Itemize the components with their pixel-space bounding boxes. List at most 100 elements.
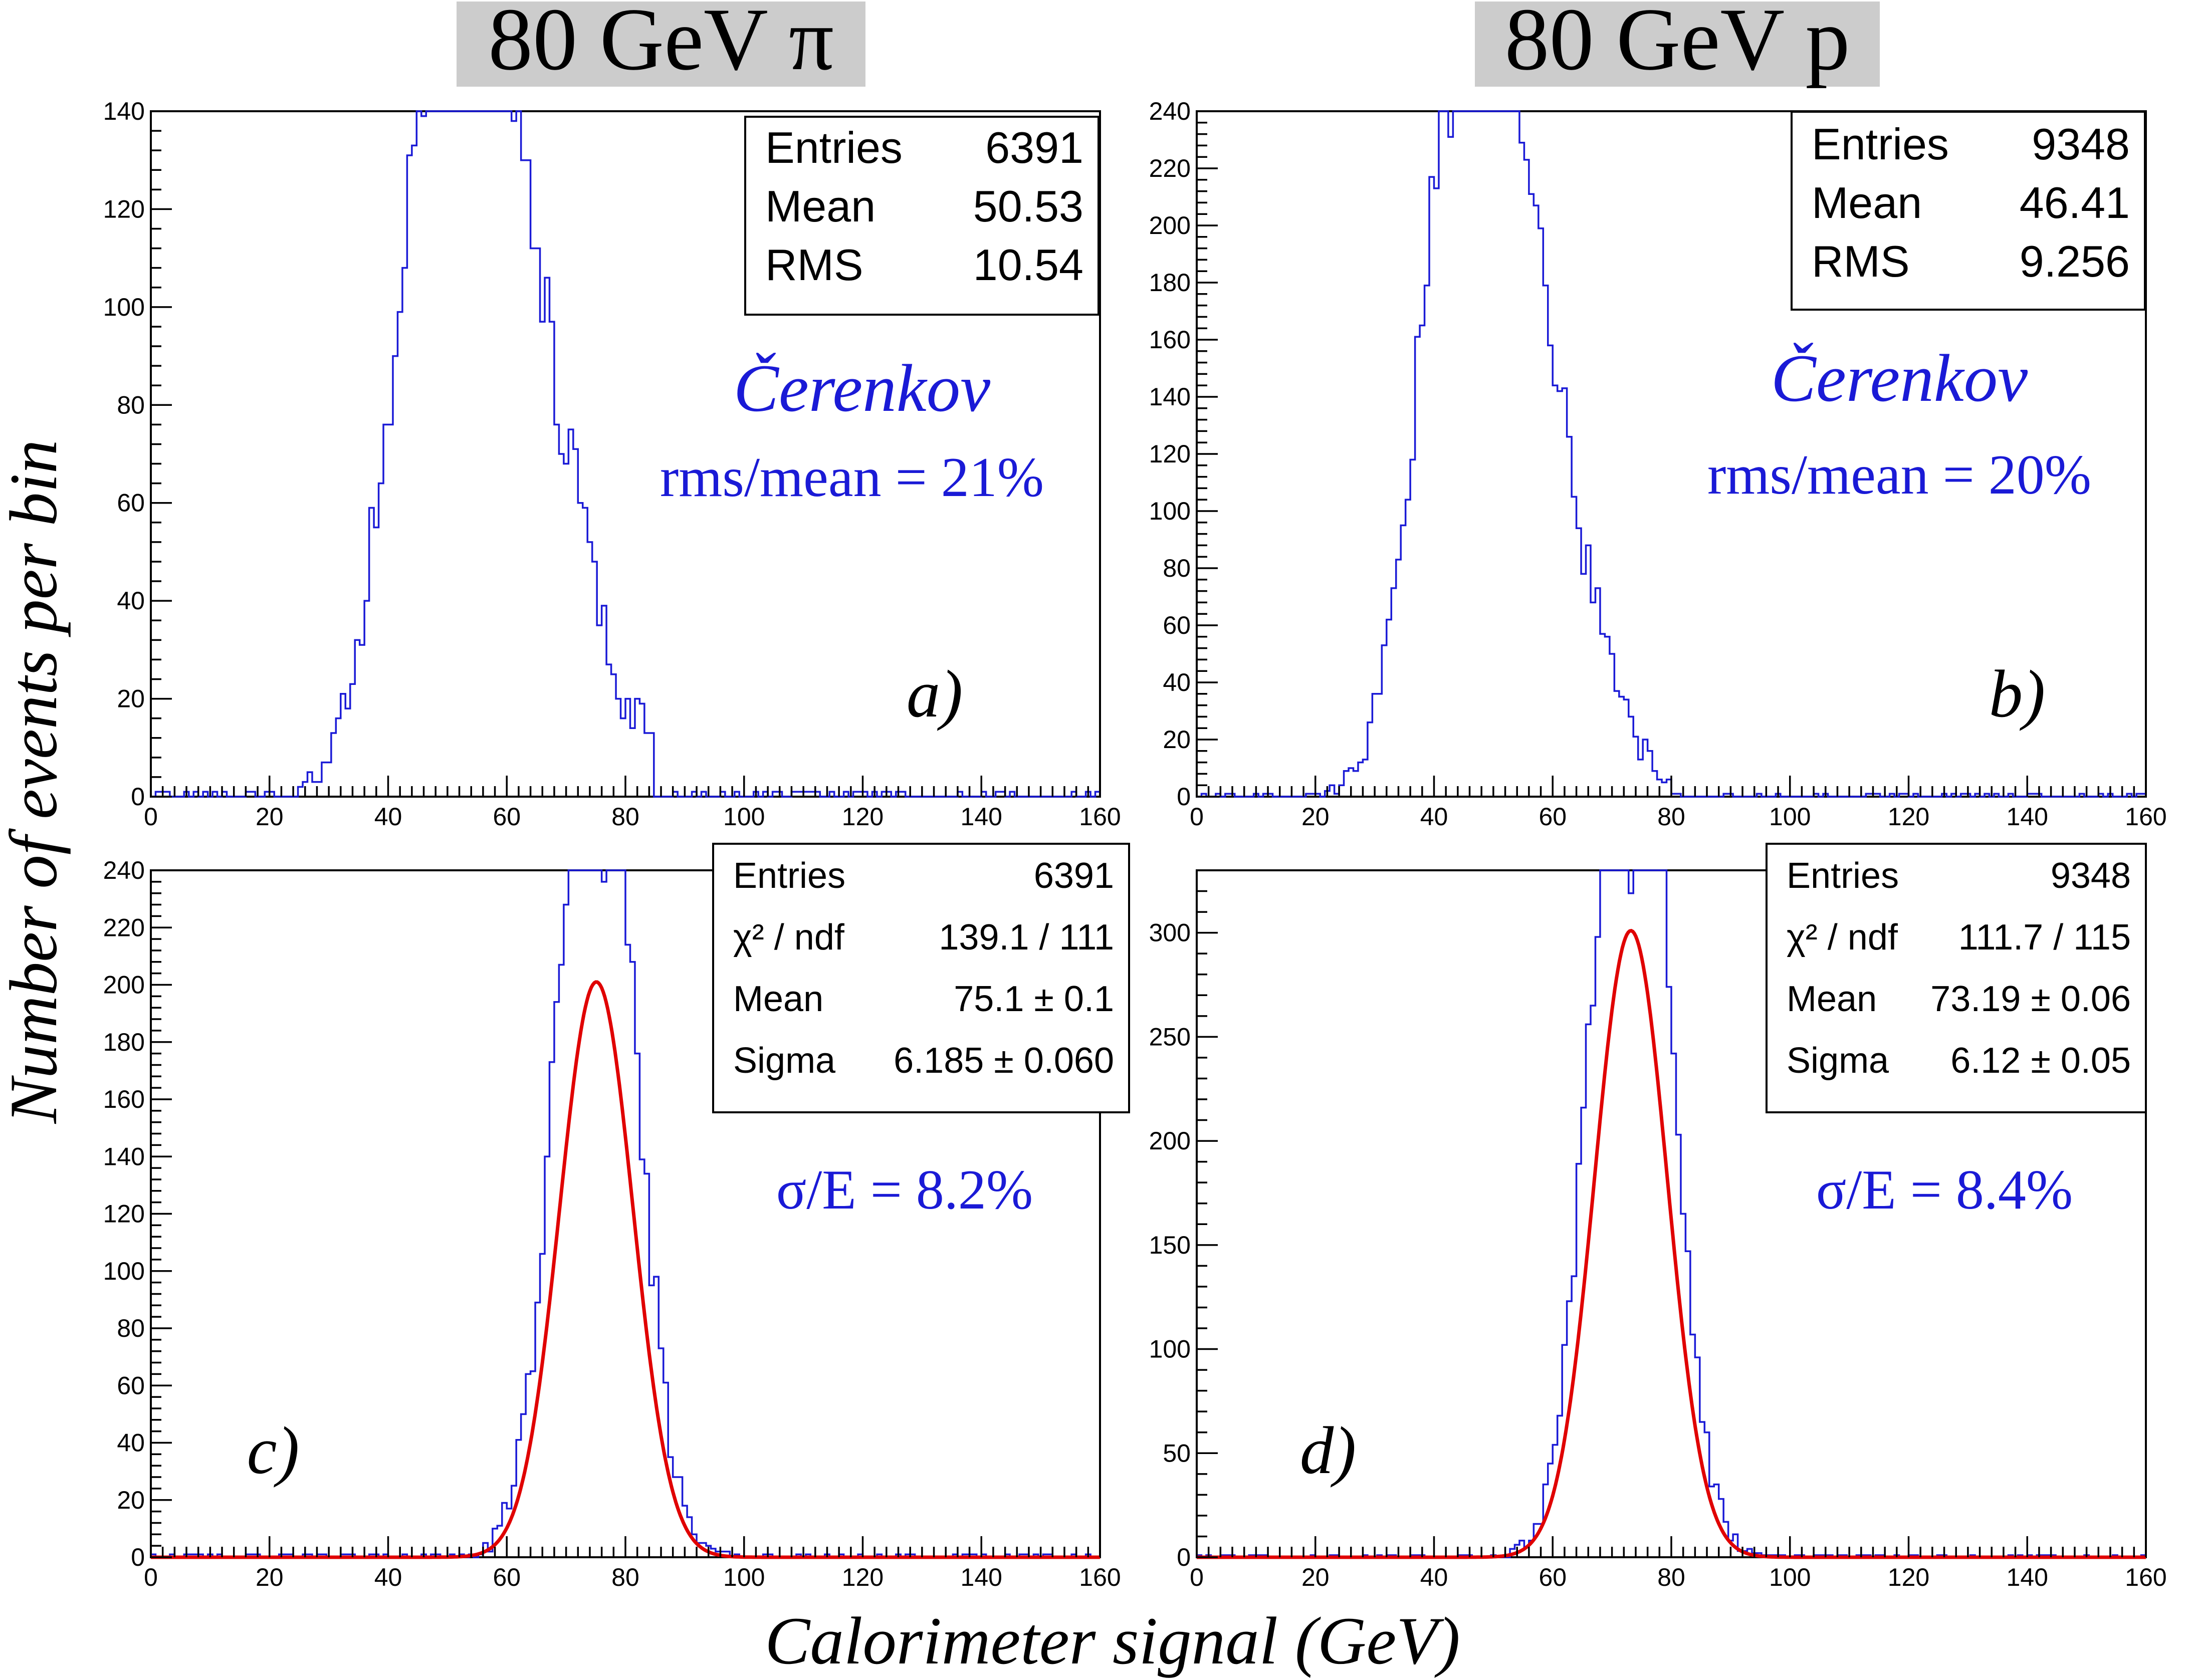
x-tick-label-c: 140: [961, 1563, 1002, 1591]
y-tick-label-b: 100: [1149, 497, 1191, 525]
stats-key-d: Mean: [1787, 979, 1877, 1019]
x-tick-label-b: 80: [1657, 803, 1685, 831]
stats-key-b: Mean: [1812, 178, 1922, 227]
y-tick-label-b: 160: [1149, 326, 1191, 354]
y-tick-label-d: 150: [1149, 1231, 1191, 1259]
y-tick-label-c: 60: [117, 1371, 145, 1399]
y-tick-label-c: 80: [117, 1314, 145, 1342]
stats-value-a: 50.53: [973, 181, 1083, 231]
panel-b: 0 20 40 60 80 100 120 140 160 0 20 40 60 80 100 120 140 1…: [1149, 97, 2167, 831]
stats-value-d: 6.12 ± 0.05: [1950, 1041, 2131, 1081]
panel-a: 0 20 40 60 80 100 120 140 160 0 20 40 60 80 100 120 140 E…: [103, 97, 1121, 831]
x-tick-label-d: 100: [1769, 1563, 1811, 1591]
panel-label-a: a): [907, 657, 963, 732]
x-tick-label-c: 0: [144, 1563, 158, 1591]
annotation-b: rms/mean = 20%: [1707, 444, 2091, 506]
y-tick-label-a: 80: [117, 391, 145, 419]
fit-curve-d: [1197, 928, 2146, 1559]
x-tick-label-c: 60: [493, 1563, 521, 1591]
x-tick-label-b: 40: [1420, 803, 1448, 831]
y-tick-label-d: 300: [1149, 919, 1191, 947]
x-tick-label-b: 60: [1539, 803, 1567, 831]
stats-value-b: 9348: [2032, 119, 2130, 169]
title-left: 80 GeV π: [488, 0, 834, 89]
annotation-d: σ/E = 8.4%: [1816, 1159, 2073, 1221]
x-tick-label-a: 100: [723, 803, 765, 831]
x-tick-label-d: 140: [2007, 1563, 2048, 1591]
annotation-c: σ/E = 8.2%: [776, 1159, 1033, 1221]
y-tick-label-a: 100: [103, 293, 145, 321]
panel-label-c: c): [247, 1413, 300, 1488]
x-tick-label-d: 20: [1301, 1563, 1330, 1591]
y-tick-label-b: 60: [1163, 611, 1191, 639]
y-tick-label-a: 40: [117, 587, 145, 615]
stats-box-b: [1791, 111, 2146, 311]
stats-box-c: [712, 843, 1130, 1113]
stats-key-d: χ² / ndf: [1787, 917, 1898, 957]
panel-d: 0 20 40 60 80 100 120 140 160 0 50 100 150 200 250 300 E…: [1149, 843, 2167, 1591]
x-tick-label-a: 40: [374, 803, 402, 831]
x-tick-label-a: 120: [842, 803, 884, 831]
x-tick-label-d: 40: [1420, 1563, 1448, 1591]
histogram-a: [151, 110, 1101, 798]
annotation-a: Čerenkov: [734, 351, 990, 426]
stats-value-c: 6.185 ± 0.060: [894, 1041, 1114, 1081]
histogram-b: [1197, 110, 2147, 798]
x-axis-label: Calorimeter signal (GeV): [765, 1604, 1460, 1678]
y-tick-label-b: 0: [1177, 783, 1191, 811]
y-tick-label-c: 220: [103, 913, 145, 941]
stats-key-b: Entries: [1812, 119, 1949, 169]
stats-value-d: 111.7 / 115: [1958, 917, 2131, 957]
x-tick-label-a: 80: [611, 803, 639, 831]
y-tick-label-c: 120: [103, 1200, 145, 1228]
stats-value-a: 6391: [985, 123, 1083, 172]
title-right: 80 GeV p: [1505, 0, 1850, 89]
x-tick-label-b: 140: [2007, 803, 2048, 831]
y-tick-label-b: 120: [1149, 440, 1191, 468]
y-tick-label-c: 0: [131, 1543, 145, 1571]
x-tick-label-a: 60: [493, 803, 521, 831]
y-tick-label-c: 100: [103, 1257, 145, 1285]
x-tick-label-b: 20: [1301, 803, 1330, 831]
x-tick-label-d: 160: [2125, 1563, 2166, 1591]
stats-value-c: 139.1 / 111: [939, 917, 1114, 957]
stats-box-a: [744, 116, 1100, 316]
stats-key-c: Entries: [733, 856, 845, 896]
x-tick-label-d: 120: [1888, 1563, 1929, 1591]
y-tick-label-b: 80: [1163, 554, 1191, 582]
x-tick-label-b: 120: [1888, 803, 1929, 831]
stats-key-d: Entries: [1787, 856, 1899, 896]
x-tick-label-c: 40: [374, 1563, 402, 1591]
stats-key-d: Sigma: [1787, 1041, 1889, 1081]
stats-value-c: 75.1 ± 0.1: [954, 979, 1114, 1019]
y-tick-label-a: 140: [103, 97, 145, 125]
y-tick-label-c: 20: [117, 1486, 145, 1514]
x-tick-label-a: 0: [144, 803, 158, 831]
y-tick-label-a: 60: [117, 489, 145, 517]
stats-key-c: χ² / ndf: [733, 917, 845, 957]
x-tick-label-d: 80: [1657, 1563, 1685, 1591]
y-tick-label-c: 240: [103, 856, 145, 884]
x-tick-label-c: 100: [723, 1563, 765, 1591]
y-tick-label-b: 180: [1149, 269, 1191, 297]
x-tick-label-a: 140: [961, 803, 1002, 831]
x-tick-label-b: 100: [1769, 803, 1811, 831]
title-left-box: [457, 2, 865, 87]
stats-box-d: [1766, 843, 2147, 1113]
x-tick-label-d: 0: [1190, 1563, 1204, 1591]
annotation-b: Čerenkov: [1771, 341, 2028, 416]
y-tick-label-c: 180: [103, 1028, 145, 1056]
y-tick-label-b: 40: [1163, 668, 1191, 696]
y-tick-label-b: 240: [1149, 97, 1191, 125]
x-tick-label-a: 20: [256, 803, 284, 831]
title-right-box: [1475, 2, 1880, 87]
stats-value-b: 46.41: [2020, 178, 2130, 227]
y-tick-label-d: 100: [1149, 1335, 1191, 1363]
stats-key-b: RMS: [1812, 236, 1910, 286]
stats-key-c: Mean: [733, 979, 823, 1019]
stats-value-c: 6391: [1034, 856, 1114, 896]
stats-key-c: Sigma: [733, 1041, 836, 1081]
x-tick-label-b: 0: [1190, 803, 1204, 831]
y-tick-label-b: 140: [1149, 383, 1191, 411]
y-tick-label-b: 220: [1149, 154, 1191, 182]
